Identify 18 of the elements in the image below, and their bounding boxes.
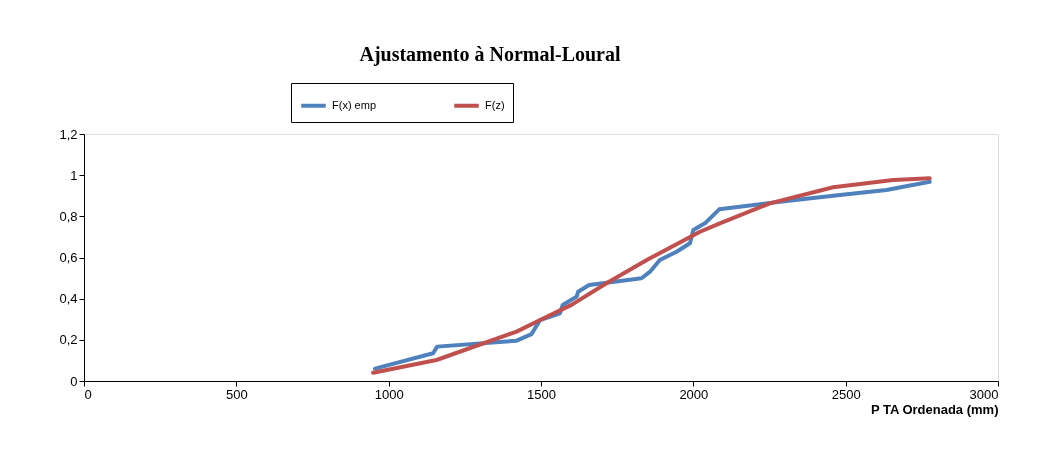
legend-label: F(z)	[485, 98, 505, 111]
x-axis-title: P TA Ordenada (mm)	[870, 401, 999, 417]
chart-title: Ajustamento à Normal-Loural	[359, 42, 621, 66]
y-tick-label: 0,2	[59, 332, 78, 348]
y-tick-label: 0,6	[59, 250, 78, 265]
x-tick-label: 2500	[831, 386, 861, 402]
x-tick-label: 2000	[679, 386, 709, 402]
x-tick-label: 0	[84, 386, 92, 402]
y-tick-label: 0,8	[59, 208, 78, 224]
y-tick-label: 0	[70, 373, 78, 389]
x-tick-label: 1500	[527, 386, 556, 402]
y-tick-label: 1	[70, 167, 78, 183]
legend-label: F(x) emp	[332, 98, 376, 111]
x-tick-label: 3000	[969, 386, 999, 402]
x-tick-label: 500	[225, 386, 248, 402]
y-tick-label: 0,4	[59, 291, 78, 307]
y-tick-label: 1,2	[59, 126, 78, 142]
x-tick-label: 1000	[374, 386, 404, 402]
